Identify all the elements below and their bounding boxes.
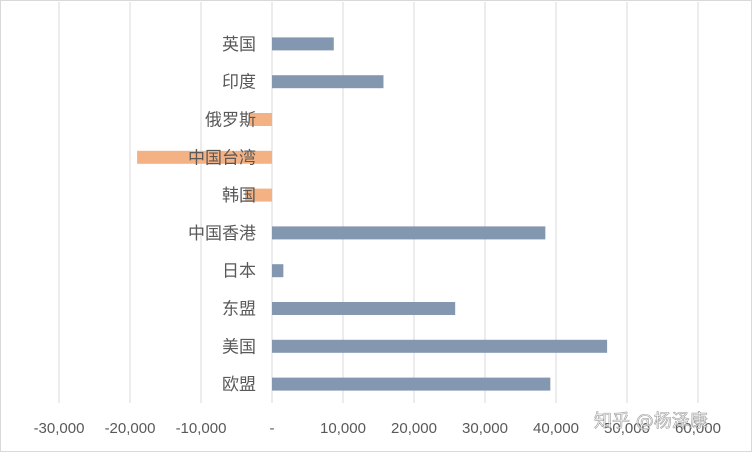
category-label-8: 美国 <box>222 337 256 357</box>
bar-4 <box>245 188 272 202</box>
watermark-text: 知乎 @杨泽康 <box>594 411 708 432</box>
x-tick-label-7: 40,000 <box>533 420 579 437</box>
bar-3 <box>137 150 272 164</box>
category-label-7: 东盟 <box>222 300 256 320</box>
bar-2 <box>249 113 272 126</box>
bars <box>137 37 608 391</box>
x-tick-labels: -30,000 -20,000 -10,000-10,000 20,000 30,000… <box>34 420 721 437</box>
category-label-9: 欧盟 <box>222 375 256 395</box>
category-label-4: 韩国 <box>222 186 256 206</box>
bar-0 <box>272 37 334 51</box>
bar-1 <box>272 75 384 89</box>
x-tick-label-4: 10,000 <box>320 420 366 437</box>
x-tick-label-2: -10,000 <box>176 420 227 437</box>
category-label-1: 印度 <box>222 73 256 93</box>
bar-9 <box>272 377 551 391</box>
x-tick-label-6: 30,000 <box>462 420 508 437</box>
x-tick-label-1: -20,000 <box>105 420 156 437</box>
x-tick-label-5: 20,000 <box>391 420 437 437</box>
bar-6 <box>272 264 284 278</box>
bar-5 <box>272 226 546 240</box>
category-label-5: 中国香港 <box>188 224 256 244</box>
category-label-6: 日本 <box>222 262 256 282</box>
bar-7 <box>272 302 456 315</box>
bar-8 <box>272 339 608 353</box>
category-label-2: 俄罗斯 <box>205 111 256 131</box>
gridlines <box>58 2 699 403</box>
category-label-3: 中国台湾 <box>188 148 256 168</box>
x-tick-label-9: 60,000 <box>675 420 721 437</box>
x-tick-label-3: - <box>270 420 275 437</box>
x-tick-label-0: -30,000 <box>34 420 85 437</box>
x-tick-label-8: 50,000 <box>604 420 650 437</box>
category-label-0: 英国 <box>222 35 256 55</box>
